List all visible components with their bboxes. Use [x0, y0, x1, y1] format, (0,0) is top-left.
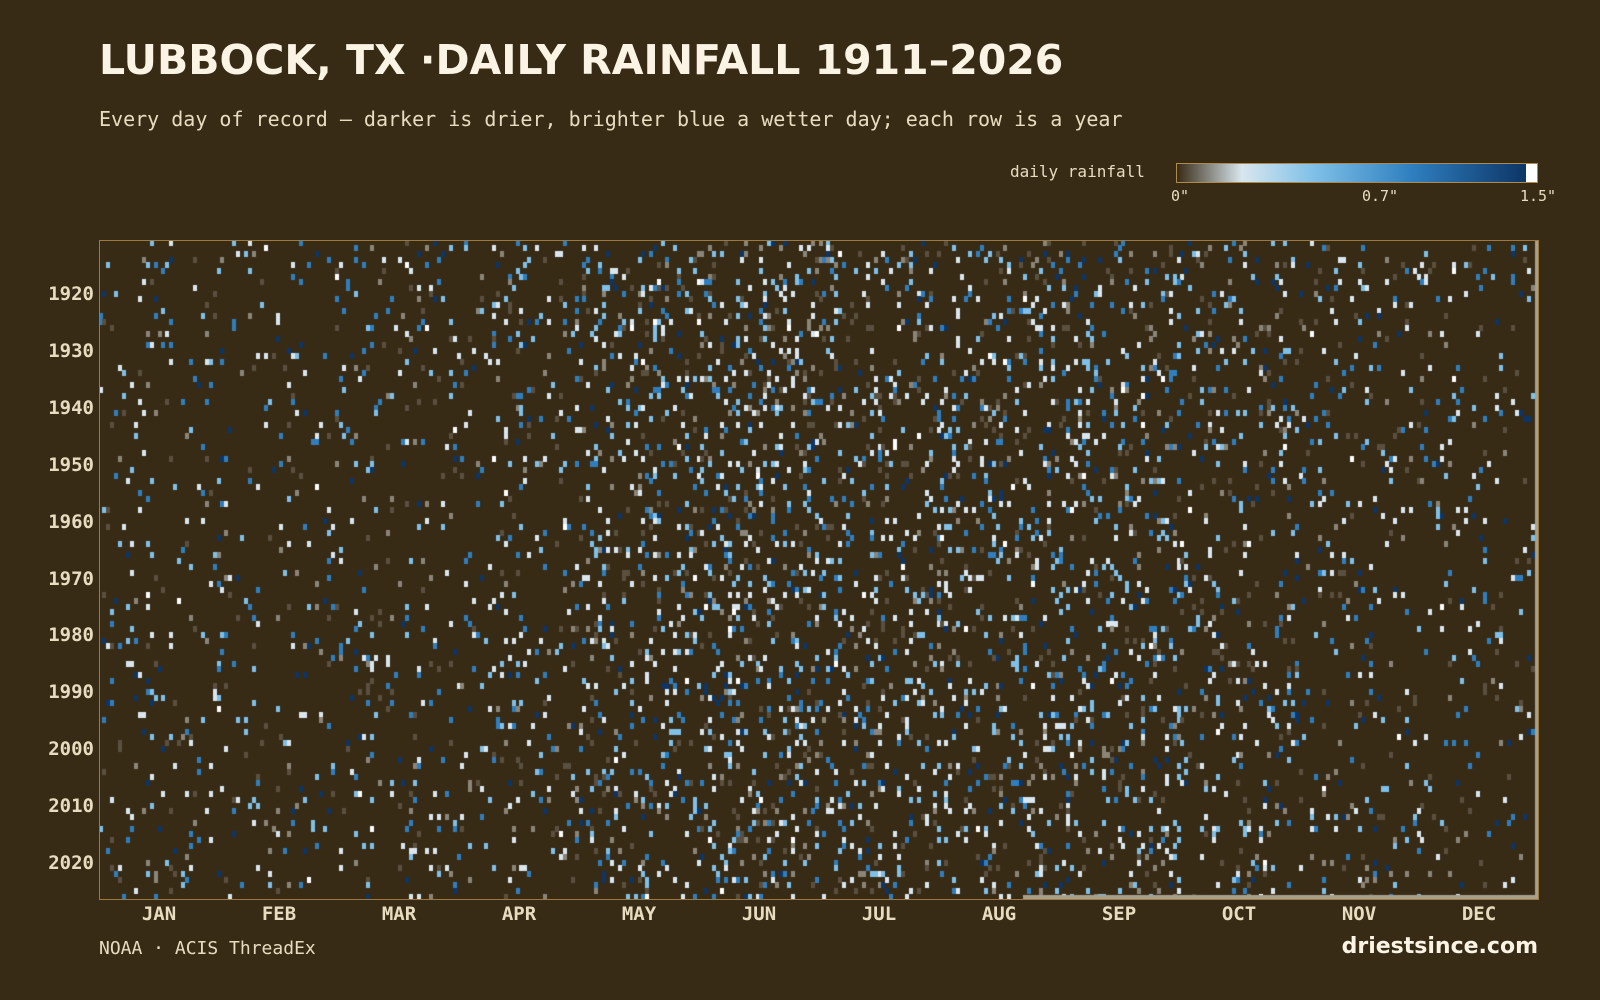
- legend-label: daily rainfall: [1010, 162, 1145, 181]
- y-tick-label: 1920: [48, 283, 94, 306]
- x-tick-label: MAR: [381, 903, 417, 925]
- y-tick-label: 2020: [48, 852, 94, 875]
- x-tick-label: AUG: [981, 903, 1017, 925]
- legend-color-bar: [1176, 163, 1538, 183]
- x-tick-label: JUN: [741, 903, 777, 925]
- x-tick-label: JAN: [141, 903, 177, 925]
- legend-tick-mid: 0.7": [1361, 187, 1399, 205]
- legend-tick-min: 0": [1170, 187, 1190, 205]
- plot-frame: [99, 240, 1539, 900]
- y-tick-label: 1950: [48, 453, 94, 476]
- y-tick-label: 1940: [48, 396, 94, 419]
- y-tick-label: 1980: [48, 624, 94, 647]
- rainfall-heatmap[interactable]: [99, 240, 1539, 900]
- legend-tick-max: 1.5": [1519, 187, 1557, 205]
- y-tick-label: 1990: [48, 681, 94, 704]
- x-tick-label: JUL: [861, 903, 897, 925]
- x-tick-label: NOV: [1341, 903, 1377, 925]
- brand-logo-text[interactable]: driestsince.com: [1341, 934, 1538, 959]
- y-tick-label: 1970: [48, 567, 94, 590]
- y-tick-label: 2010: [48, 795, 94, 818]
- x-tick-label: MAY: [621, 903, 657, 925]
- source-credit: NOAA · ACIS ThreadEx: [99, 938, 316, 959]
- x-tick-label: OCT: [1221, 903, 1257, 925]
- y-tick-label: 1960: [48, 510, 94, 533]
- x-tick-label: SEP: [1101, 903, 1137, 925]
- x-tick-label: APR: [501, 903, 537, 925]
- y-tick-label: 1930: [48, 339, 94, 362]
- x-tick-label: DEC: [1461, 903, 1497, 925]
- x-tick-label: FEB: [261, 903, 297, 925]
- chart-subtitle: Every day of record — darker is drier, b…: [99, 107, 1123, 131]
- chart-title: LUBBOCK, TX ·DAILY RAINFALL 1911–2026: [99, 36, 1064, 84]
- y-tick-label: 2000: [48, 738, 94, 761]
